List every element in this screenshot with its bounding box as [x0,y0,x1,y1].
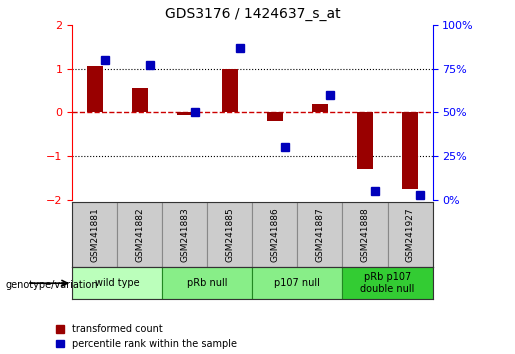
Text: pRb null: pRb null [187,278,228,288]
Legend: transformed count, percentile rank within the sample: transformed count, percentile rank withi… [56,324,237,349]
Bar [87,67,102,113]
Bar [357,113,373,169]
Text: GSM241886: GSM241886 [270,207,279,262]
Text: GSM241881: GSM241881 [90,207,99,262]
Bar [342,267,433,299]
Text: GSM241883: GSM241883 [180,207,189,262]
Text: GSM241927: GSM241927 [406,207,415,262]
Bar [387,202,433,267]
Bar [222,69,238,113]
Bar [117,202,162,267]
Bar [402,113,418,189]
Bar [312,104,328,113]
Bar [207,202,252,267]
Bar [72,202,117,267]
Text: GSM241888: GSM241888 [360,207,369,262]
Text: p107 null: p107 null [274,278,320,288]
Bar [132,88,148,113]
Bar [162,267,252,299]
Text: GSM241882: GSM241882 [135,207,144,262]
Bar [177,113,193,115]
Text: wild type: wild type [95,278,140,288]
Bar [252,267,342,299]
Bar [72,267,162,299]
Text: GSM241885: GSM241885 [226,207,234,262]
Bar [162,202,207,267]
Bar [342,202,387,267]
Text: GSM241887: GSM241887 [316,207,324,262]
Bar [252,202,297,267]
Bar [297,202,342,267]
Title: GDS3176 / 1424637_s_at: GDS3176 / 1424637_s_at [164,7,340,21]
Text: pRb p107
double null: pRb p107 double null [360,272,415,294]
Bar [267,113,283,121]
Text: genotype/variation: genotype/variation [5,280,98,290]
